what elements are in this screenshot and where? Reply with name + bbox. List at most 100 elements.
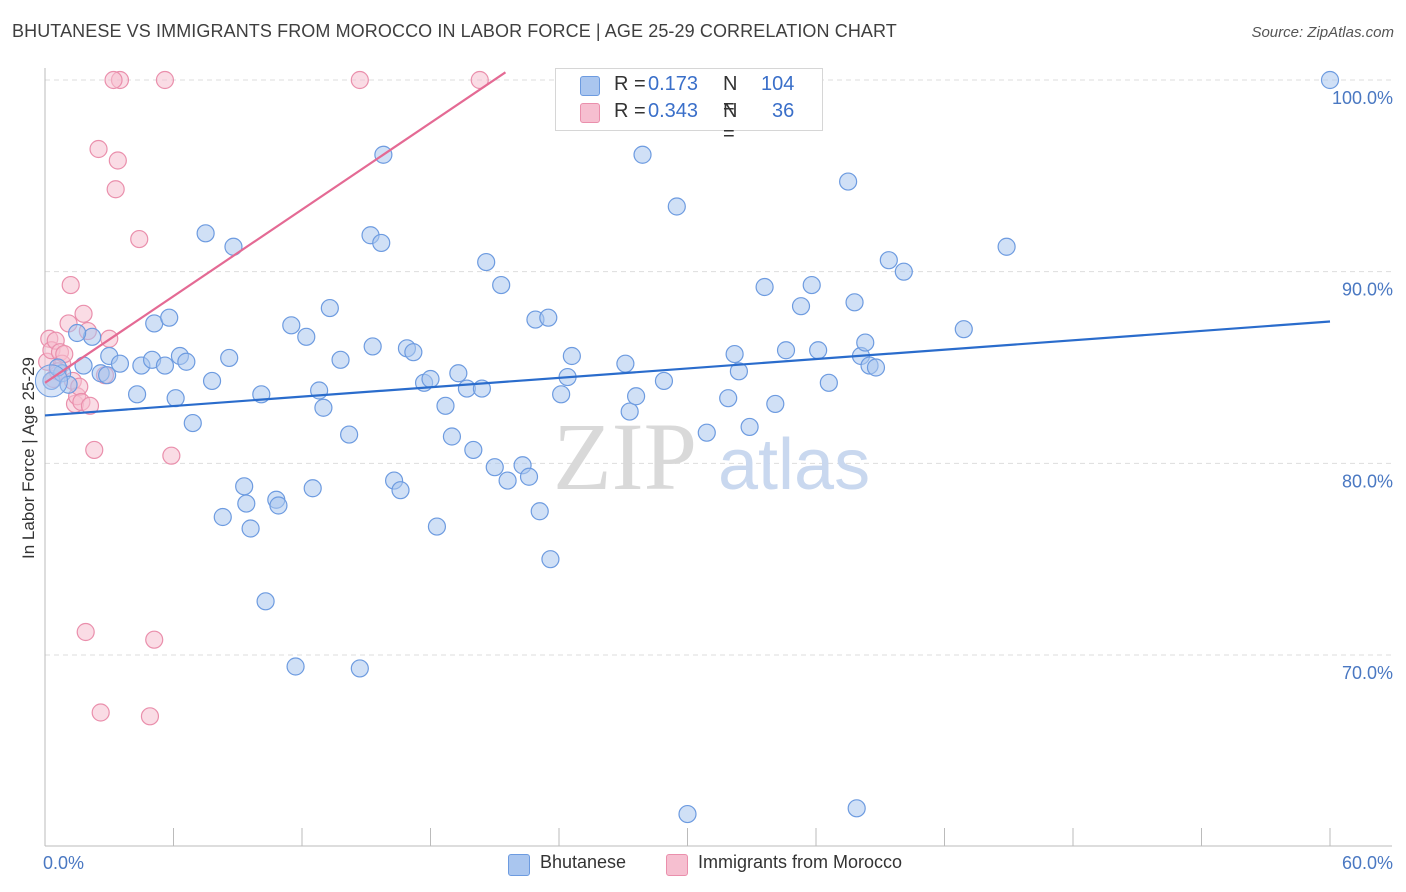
bhutanese-point bbox=[845, 293, 864, 312]
bhutanese-point bbox=[725, 344, 744, 364]
bhutanese-point bbox=[498, 471, 517, 490]
bhutanese-point bbox=[766, 394, 785, 414]
bhutanese-point bbox=[110, 354, 130, 373]
bhutanese-point bbox=[776, 341, 796, 360]
trend-lines bbox=[44, 71, 1331, 417]
morocco-point bbox=[74, 304, 93, 323]
bhutanese-point bbox=[719, 389, 738, 408]
bhutanese-point bbox=[442, 427, 462, 446]
bhutanese-point bbox=[464, 440, 483, 460]
bhutanese-points bbox=[34, 70, 1340, 824]
bhutanese-point bbox=[633, 145, 652, 164]
bhutanese-point bbox=[449, 364, 468, 383]
bhutanese-point bbox=[372, 233, 391, 253]
bhutanese-point bbox=[269, 496, 288, 515]
stats-legend: R = 0.173 N = 104 R = 0.343 N = 36 bbox=[555, 68, 823, 145]
morocco-legend-swatch-icon bbox=[666, 854, 688, 876]
bhutanese-point bbox=[241, 519, 260, 538]
legend-r-label: R = bbox=[614, 73, 646, 95]
bhutanese-point bbox=[436, 396, 455, 415]
legend-n-label: N = bbox=[723, 100, 738, 145]
bhutanese-point bbox=[256, 592, 275, 611]
bhutanese-point bbox=[839, 172, 858, 191]
morocco-point bbox=[140, 707, 160, 726]
bhutanese-point bbox=[740, 417, 759, 437]
bhutanese-point bbox=[997, 237, 1016, 256]
bhutanese-point bbox=[183, 413, 202, 433]
bhutanese-point bbox=[363, 337, 382, 356]
legend-label-morocco: Immigrants from Morocco bbox=[698, 852, 903, 872]
bhutanese-point bbox=[404, 343, 423, 362]
morocco-point bbox=[106, 180, 125, 199]
bhutanese-point bbox=[620, 402, 639, 421]
bhutanese-point bbox=[530, 502, 549, 521]
bhutanese-point bbox=[314, 398, 333, 417]
bhutanese-point bbox=[667, 197, 686, 216]
bhutanese-point bbox=[213, 507, 232, 527]
bhutanese-point bbox=[391, 481, 410, 500]
axes bbox=[44, 68, 1392, 847]
x-tick-label-max: 60.0% bbox=[1342, 853, 1393, 873]
bhutanese-point bbox=[1320, 70, 1340, 90]
bhutanese-point bbox=[282, 316, 301, 335]
legend-n-value: 104 bbox=[761, 73, 795, 95]
watermark: ZIP atlas bbox=[553, 403, 870, 510]
bhutanese-point bbox=[340, 425, 359, 444]
morocco-point bbox=[61, 275, 80, 295]
legend-r-value: 0.343 bbox=[648, 100, 699, 122]
axis-labels: 70.0% 80.0% 90.0% 100.0% 0.0% 60.0% In Labor F… bbox=[19, 88, 1393, 873]
bhutanese-point bbox=[196, 224, 215, 243]
x-tick-label-min: 0.0% bbox=[43, 853, 84, 873]
watermark-atlas: atlas bbox=[718, 425, 870, 505]
y-tick-label: 100.0% bbox=[1332, 88, 1393, 108]
bhutanese-point bbox=[539, 308, 558, 327]
bhutanese-point bbox=[485, 458, 504, 477]
bhutanese-point bbox=[421, 369, 440, 389]
bhutanese-point bbox=[562, 346, 581, 366]
morocco-point bbox=[76, 622, 95, 642]
morocco-point bbox=[104, 70, 123, 90]
bhutanese-point bbox=[616, 354, 635, 373]
bhutanese-point bbox=[202, 371, 222, 391]
legend-n-value: 36 bbox=[772, 100, 795, 122]
bhutanese-point bbox=[856, 333, 875, 352]
bhutanese-point bbox=[68, 323, 87, 343]
y-tick-label: 80.0% bbox=[1342, 471, 1393, 491]
legend-label-bhutanese: Bhutanese bbox=[540, 852, 627, 872]
bhutanese-point bbox=[286, 657, 305, 676]
bhutanese-point bbox=[427, 517, 447, 536]
bhutanese-point bbox=[177, 352, 196, 371]
bhutanese-point bbox=[866, 358, 886, 377]
bhutanese-point bbox=[155, 356, 175, 375]
bhutanese-point bbox=[350, 659, 369, 678]
bhutanese-point bbox=[802, 275, 821, 295]
bhutanese-point bbox=[83, 327, 102, 346]
morocco-point bbox=[80, 396, 100, 415]
watermark-zip: ZIP bbox=[553, 403, 697, 510]
bhutanese-point bbox=[98, 366, 117, 385]
bhutanese-point bbox=[879, 251, 898, 270]
bhutanese-point bbox=[755, 277, 774, 297]
bhutanese-point bbox=[552, 385, 571, 404]
bhutanese-point bbox=[954, 320, 973, 339]
bhutanese-point bbox=[678, 804, 697, 824]
bhutanese-legend-swatch-icon bbox=[508, 854, 530, 876]
bhutanese-point bbox=[697, 423, 716, 442]
morocco-point bbox=[162, 446, 181, 465]
morocco-point bbox=[91, 703, 110, 722]
bhutanese-point bbox=[847, 799, 866, 818]
legend-r-value: 0.173 bbox=[648, 73, 699, 95]
morocco-trend-line bbox=[44, 71, 507, 384]
morocco-swatch-icon bbox=[580, 103, 600, 123]
morocco-point bbox=[155, 70, 175, 90]
morocco-point bbox=[108, 151, 127, 170]
y-tick-label: 70.0% bbox=[1342, 663, 1393, 683]
bhutanese-point bbox=[894, 262, 913, 281]
bhutanese-trend-line bbox=[44, 320, 1331, 417]
morocco-point bbox=[85, 440, 104, 460]
bhutanese-point bbox=[237, 494, 256, 513]
morocco-point bbox=[130, 229, 149, 249]
bhutanese-point bbox=[59, 375, 78, 394]
bhutanese-point bbox=[519, 467, 539, 486]
bhutanese-point bbox=[297, 327, 316, 346]
